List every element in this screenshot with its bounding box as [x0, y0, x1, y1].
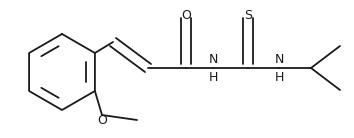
Text: H: H — [208, 71, 218, 84]
Text: H: H — [274, 71, 284, 84]
Text: S: S — [244, 9, 252, 22]
Text: O: O — [97, 113, 107, 127]
Text: O: O — [181, 9, 191, 22]
Text: N: N — [208, 53, 218, 66]
Text: N: N — [274, 53, 284, 66]
